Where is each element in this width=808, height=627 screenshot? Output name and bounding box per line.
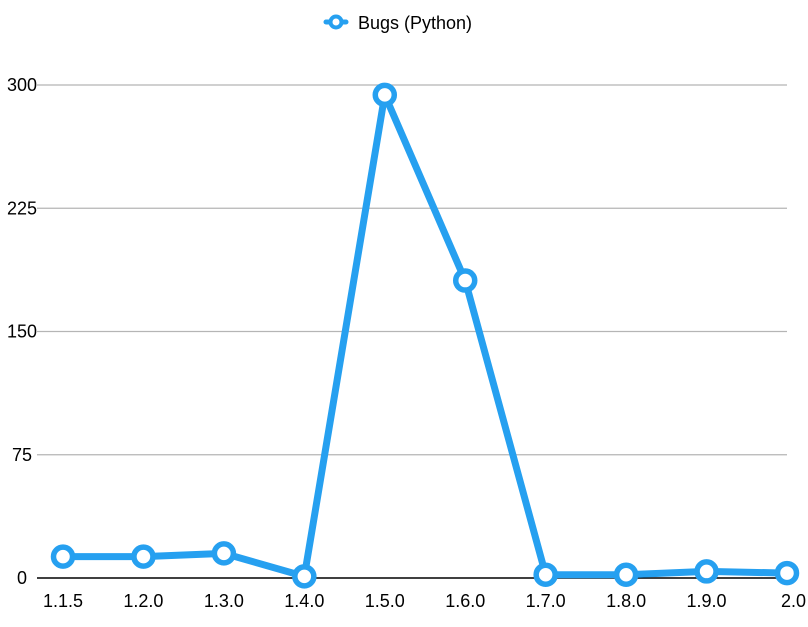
data-point [292, 564, 317, 589]
x-tick-label: 2.0 [781, 591, 806, 611]
legend-point-marker [328, 14, 344, 30]
x-tick-label: 1.5.0 [365, 591, 405, 611]
legend: Bugs (Python) [323, 13, 472, 33]
x-tick-label: 1.2.0 [123, 591, 163, 611]
x-axis-tick-labels: 1.1.5 1.2.0 1.3.0 1.4.0 1.5.0 1.6.0 1.7.0 1.8.0… [43, 591, 806, 611]
legend-label: Bugs (Python) [358, 13, 472, 33]
x-tick-label: 1.1.5 [43, 591, 83, 611]
y-tick-label: 0 [17, 568, 27, 588]
x-tick-label: 1.4.0 [284, 591, 324, 611]
data-point [211, 541, 237, 566]
data-point [613, 562, 639, 587]
data-point [372, 82, 398, 108]
x-tick-label: 1.3.0 [204, 591, 244, 611]
series-line [59, 91, 791, 580]
y-tick-label: 150 [7, 322, 37, 342]
y-axis-tick-labels: 0 75 150 225 300 [7, 75, 37, 588]
data-point [50, 544, 76, 569]
x-tick-label: 1.9.0 [687, 591, 727, 611]
data-point [131, 544, 156, 569]
x-tick-label: 1.8.0 [606, 591, 646, 611]
data-point [452, 268, 478, 293]
x-tick-label: 1.7.0 [526, 591, 566, 611]
x-tick-label: 1.6.0 [445, 591, 485, 611]
data-point [694, 559, 719, 584]
y-tick-label: 75 [12, 445, 32, 465]
data-point [774, 560, 800, 586]
data-point [533, 562, 558, 587]
series-bugs-python [50, 82, 800, 589]
y-tick-label: 225 [7, 198, 37, 218]
gridlines [37, 84, 787, 579]
y-tick-label: 300 [7, 75, 37, 95]
